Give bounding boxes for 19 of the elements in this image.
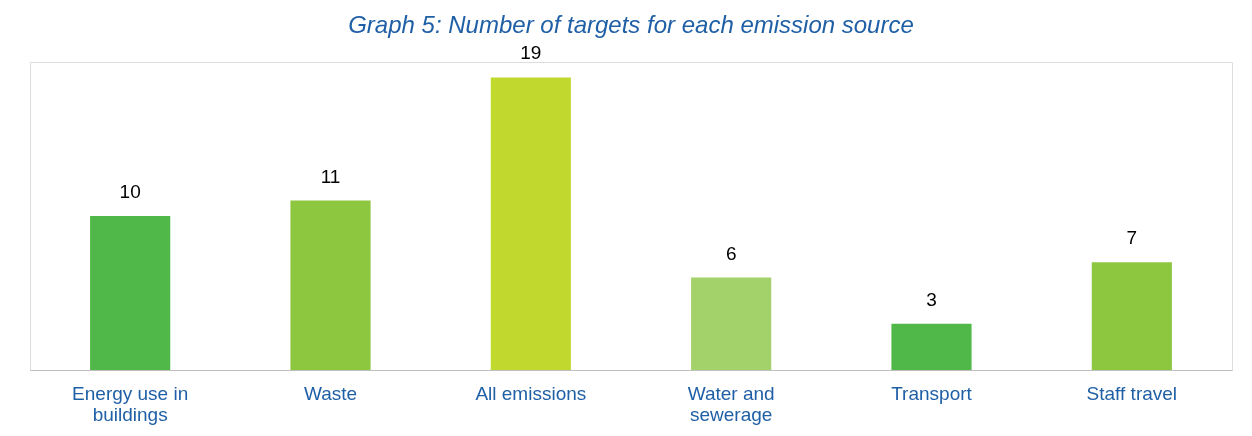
x-tick-label: Transport [891,382,973,404]
data-label: 6 [725,242,737,264]
data-label: 19 [520,42,542,64]
bar [1091,262,1172,370]
data-label: 7 [1126,227,1138,249]
x-tick-label: Energy use in buildings [72,382,189,425]
data-label: 3 [926,288,937,310]
x-tick-label: Staff travel [1086,382,1178,404]
bar [490,77,571,370]
data-label: 11 [320,165,341,187]
bar [90,216,171,370]
x-tick-label: All emissions [475,382,587,404]
x-tick-label: Water and sewerage [687,382,775,425]
bar [691,277,772,370]
chart-title: Graph 5: Number of targets for each emission source [348,11,914,39]
bar [891,323,972,370]
bar [290,200,371,370]
data-label: 10 [119,181,141,202]
x-tick-label: Waste [303,382,358,404]
